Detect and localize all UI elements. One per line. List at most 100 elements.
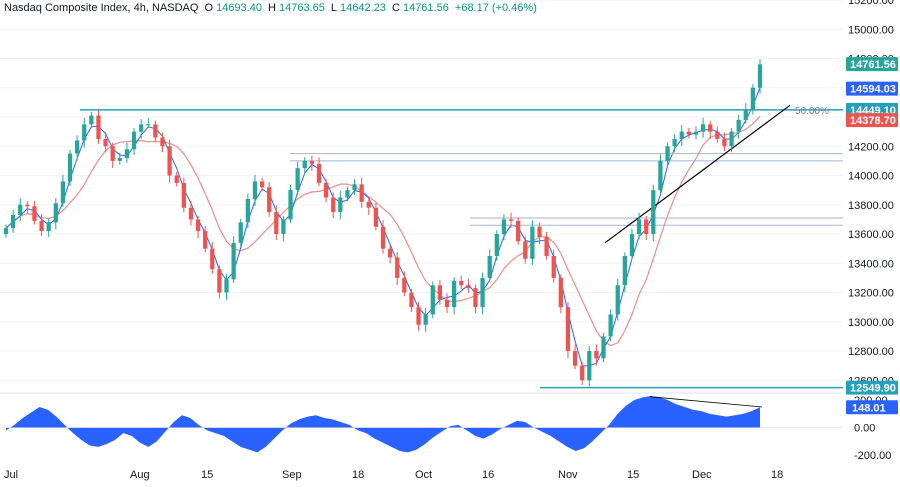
- candle-body[interactable]: [281, 219, 286, 235]
- candle-body[interactable]: [323, 182, 329, 198]
- candle-body[interactable]: [267, 187, 272, 213]
- candle-body[interactable]: [195, 219, 201, 232]
- candle-body[interactable]: [430, 285, 435, 315]
- candle-body[interactable]: [352, 184, 357, 191]
- candle-body[interactable]: [167, 146, 172, 176]
- candle-body[interactable]: [60, 181, 66, 204]
- candle-body[interactable]: [146, 124, 151, 126]
- candle-body[interactable]: [423, 314, 428, 325]
- candle-body[interactable]: [217, 269, 222, 293]
- candle-body[interactable]: [359, 184, 364, 202]
- candle-body[interactable]: [416, 307, 421, 325]
- candle-body[interactable]: [110, 146, 115, 161]
- candle-body[interactable]: [153, 124, 158, 138]
- candle-body[interactable]: [665, 146, 670, 161]
- candle-body[interactable]: [309, 160, 315, 164]
- candle-body[interactable]: [259, 181, 265, 188]
- candle-body[interactable]: [231, 242, 236, 280]
- candle-body[interactable]: [103, 138, 108, 147]
- candle-body[interactable]: [686, 131, 692, 135]
- candle-body[interactable]: [96, 115, 101, 139]
- candle-body[interactable]: [530, 226, 535, 259]
- candle-body[interactable]: [224, 279, 229, 293]
- candle-body[interactable]: [615, 285, 620, 315]
- candle-body[interactable]: [551, 255, 556, 278]
- candle-body[interactable]: [160, 137, 165, 147]
- candle-body[interactable]: [387, 248, 393, 258]
- candle-body[interactable]: [188, 207, 194, 220]
- candle-body[interactable]: [18, 204, 23, 216]
- candle-body[interactable]: [629, 234, 635, 256]
- candle-body[interactable]: [3, 228, 9, 235]
- candle-body[interactable]: [25, 204, 30, 207]
- candle-body[interactable]: [708, 124, 713, 132]
- candle-body[interactable]: [395, 257, 400, 278]
- candle-body[interactable]: [46, 222, 51, 232]
- candle-body[interactable]: [672, 138, 677, 147]
- candle-body[interactable]: [117, 157, 122, 161]
- candle-body[interactable]: [181, 182, 186, 208]
- candle-body[interactable]: [608, 314, 613, 337]
- candle-body[interactable]: [587, 351, 592, 381]
- candle-body[interactable]: [501, 219, 507, 235]
- candle-body[interactable]: [757, 64, 763, 88]
- candle-body[interactable]: [82, 124, 87, 141]
- candle-body[interactable]: [174, 175, 179, 183]
- candle-body[interactable]: [487, 255, 492, 278]
- candle-body[interactable]: [693, 131, 699, 135]
- trendline[interactable]: [604, 104, 791, 244]
- candle-body[interactable]: [558, 277, 563, 308]
- candle-body[interactable]: [53, 203, 58, 223]
- candle-body[interactable]: [565, 307, 571, 352]
- candle-body[interactable]: [544, 236, 549, 256]
- candle-body[interactable]: [743, 109, 748, 120]
- candle-body[interactable]: [139, 124, 144, 132]
- candle-body[interactable]: [331, 197, 336, 213]
- candle-body[interactable]: [494, 234, 499, 256]
- candle-body[interactable]: [252, 181, 258, 199]
- candle-body[interactable]: [594, 351, 599, 359]
- candle-body[interactable]: [131, 131, 137, 150]
- candle-body[interactable]: [124, 149, 130, 158]
- candle-body[interactable]: [537, 226, 542, 237]
- candle-body[interactable]: [729, 131, 734, 147]
- candle-body[interactable]: [622, 255, 627, 286]
- candle-body[interactable]: [459, 280, 464, 286]
- candle-body[interactable]: [238, 222, 243, 243]
- candle-body[interactable]: [302, 160, 307, 169]
- candle-body[interactable]: [451, 280, 457, 308]
- candle-body[interactable]: [373, 207, 379, 227]
- candle-body[interactable]: [679, 131, 684, 139]
- candle-body[interactable]: [644, 219, 649, 235]
- candle-body[interactable]: [508, 219, 514, 221]
- candle-body[interactable]: [345, 190, 350, 198]
- candle-body[interactable]: [601, 336, 606, 359]
- candle-body[interactable]: [274, 212, 279, 235]
- candle-body[interactable]: [402, 277, 407, 293]
- candle-body[interactable]: [245, 198, 250, 223]
- candle-body[interactable]: [473, 288, 478, 308]
- candle-body[interactable]: [74, 140, 80, 154]
- candle-body[interactable]: [466, 285, 471, 289]
- candle-body[interactable]: [288, 190, 293, 220]
- candle-body[interactable]: [516, 220, 521, 242]
- candle-body[interactable]: [715, 131, 720, 139]
- candle-body[interactable]: [203, 231, 208, 249]
- candle-body[interactable]: [366, 201, 371, 208]
- candle-body[interactable]: [722, 138, 727, 147]
- candle-body[interactable]: [700, 124, 706, 132]
- candle-body[interactable]: [736, 119, 741, 132]
- candle-body[interactable]: [636, 219, 642, 235]
- candle-body[interactable]: [580, 365, 585, 381]
- candle-body[interactable]: [523, 241, 528, 259]
- candle-body[interactable]: [480, 277, 485, 308]
- candle-body[interactable]: [380, 226, 386, 249]
- candle-body[interactable]: [444, 299, 450, 308]
- candle-body[interactable]: [338, 197, 343, 213]
- candle-body[interactable]: [32, 206, 37, 221]
- candle-body[interactable]: [750, 87, 756, 110]
- candle-body[interactable]: [10, 215, 16, 229]
- candle-body[interactable]: [437, 285, 443, 300]
